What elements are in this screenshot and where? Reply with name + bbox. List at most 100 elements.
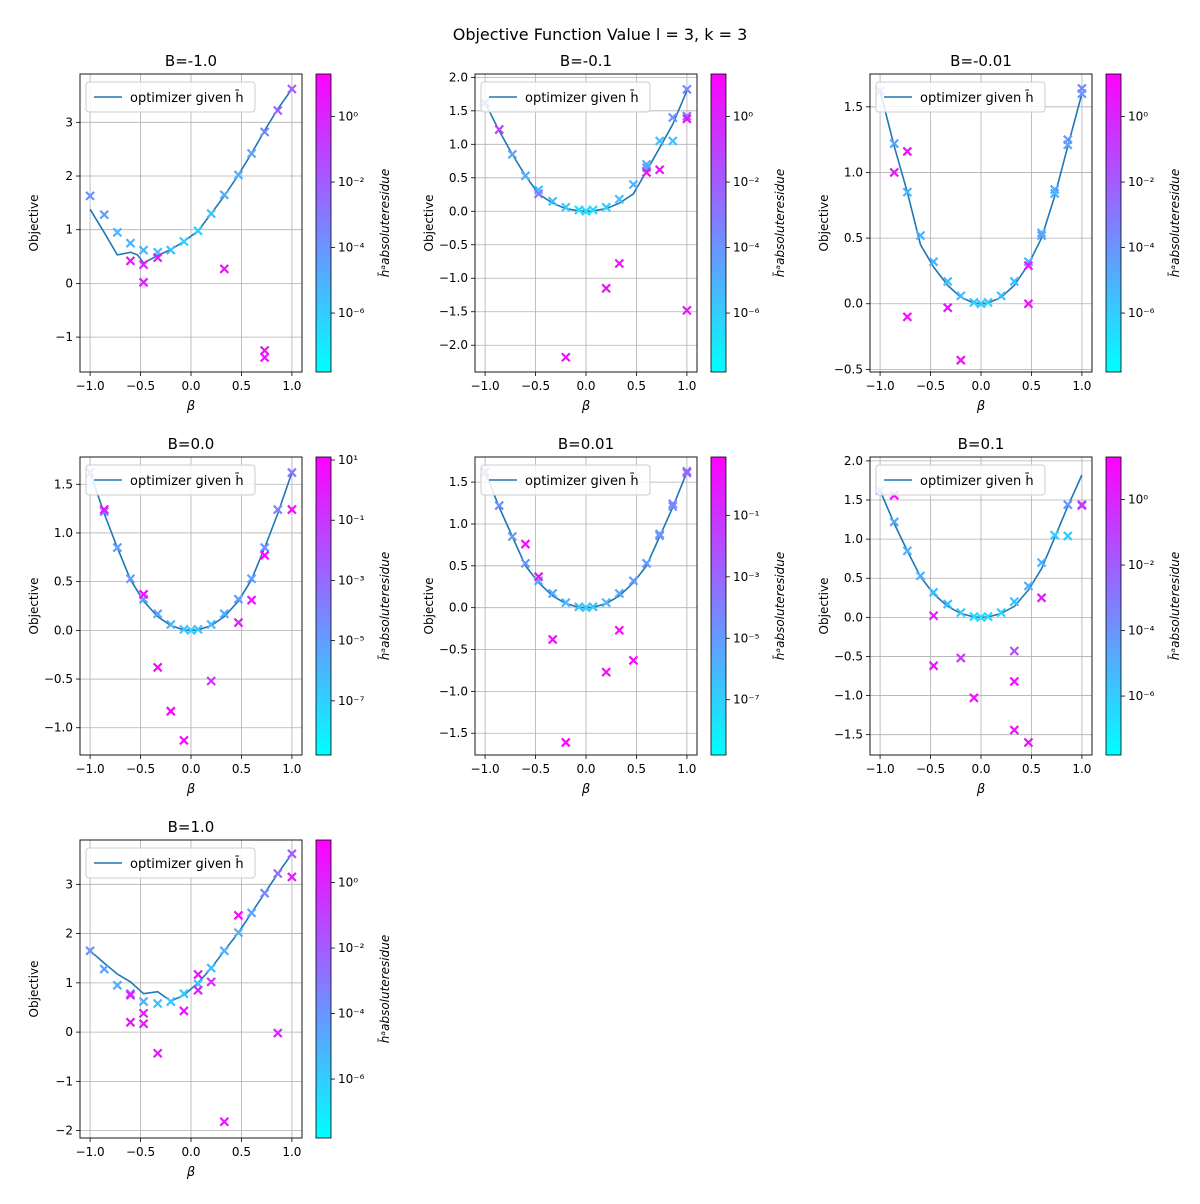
scatter-point: [219, 264, 230, 274]
scatter-point: [682, 468, 692, 478]
scatter-point: [206, 619, 216, 630]
colorbar-tick-label: 10⁻³: [733, 570, 760, 584]
colorbar-gradient: [315, 456, 332, 756]
colorbar-tick-label: 10⁻⁶: [1128, 306, 1155, 320]
scatter-point: [186, 625, 196, 636]
axes-frame: [474, 456, 698, 756]
colorbar-tick-label: 10⁻³: [338, 573, 365, 587]
y-tick-label: 1: [65, 223, 73, 237]
scatter-point: [996, 291, 1006, 301]
legend: optimizer given h̄: [85, 847, 256, 879]
y-tick-label: 0: [65, 1025, 73, 1039]
scatter-point: [588, 205, 598, 215]
colorbar-tick-label: 10⁻²: [1128, 558, 1155, 572]
scatter-point: [99, 506, 109, 517]
y-tick-label: 3: [65, 877, 73, 891]
scatter-point: [138, 996, 149, 1007]
y-tick-label: −0.5: [44, 672, 73, 686]
x-tick-label: 1.0: [1072, 379, 1091, 393]
scatter-point: [574, 205, 584, 215]
scatter-point: [561, 597, 571, 608]
y-tick-label: −1.0: [439, 684, 468, 698]
scatter-point: [976, 298, 986, 309]
scatter-point: [219, 946, 230, 956]
scatter-point: [1049, 530, 1060, 540]
x-tick-label: 0.5: [627, 762, 646, 776]
scatter-point: [1036, 593, 1047, 603]
colorbar-tick-label: 10⁻⁴: [1128, 241, 1155, 255]
x-tick-label: 0.5: [232, 379, 251, 393]
colorbar-gradient: [710, 456, 727, 756]
scatter-point: [915, 230, 926, 241]
scatter-point: [996, 607, 1006, 618]
y-tick-label: −2: [55, 1124, 73, 1138]
scatter-point: [99, 209, 109, 220]
scatter-point: [152, 609, 163, 619]
x-tick-label: 0.0: [576, 762, 595, 776]
y-tick-label: −1.5: [439, 305, 468, 319]
x-tick-label: 0.5: [232, 762, 251, 776]
scatter-point: [561, 737, 571, 748]
colorbar-tick-label: 10⁻⁴: [338, 241, 365, 255]
colorbar: 10⁻⁷ 10⁻⁵ 10⁻³ 10⁻¹ 10¹ h̄ᵃabsoluteresidue: [315, 453, 392, 756]
scatter-point: [125, 1017, 136, 1028]
scatter-point: [682, 305, 692, 316]
scatter-point: [125, 238, 136, 248]
colorbar-tick-label: 10⁻²: [733, 175, 760, 189]
subplot-2: B=-0.01−1.0 −0.5 0.0 0.5 1.0−0.50.00.51.01.5…: [817, 52, 1182, 414]
scatter-point: [219, 1116, 230, 1127]
y-tick-label: 1.0: [449, 517, 468, 531]
scatter-point: [902, 546, 913, 556]
x-tick-label: −1.0: [76, 1145, 105, 1159]
scatter-point: [682, 114, 692, 124]
x-tick-label: 1.0: [282, 379, 301, 393]
x-tick-label: −1.0: [76, 762, 105, 776]
scatter-point: [125, 573, 136, 584]
scatter-point: [112, 980, 123, 991]
x-tick-label: 0.0: [971, 379, 990, 393]
legend-box: [85, 847, 256, 879]
scatter-point: [928, 587, 939, 598]
scatter-point: [1009, 676, 1020, 687]
scatter-point: [956, 355, 966, 365]
scatter-point: [259, 127, 270, 137]
scatter-point: [601, 283, 611, 294]
y-tick-label: 0.5: [449, 559, 468, 573]
scatter-point: [682, 466, 692, 477]
colorbar-tick-label: 10⁻²: [338, 175, 365, 189]
scatter-point: [915, 571, 926, 581]
y-tick-label: 2.0: [844, 454, 863, 468]
colorbar-tick-label: 10⁻⁷: [338, 694, 365, 708]
scatter-point: [1077, 500, 1087, 511]
scatter-point: [1023, 737, 1034, 748]
scatter-point: [125, 256, 136, 266]
x-tick-label: 0.5: [1022, 762, 1041, 776]
colorbar-gradient: [315, 839, 332, 1139]
scatter-point: [273, 105, 283, 116]
scatter-point: [259, 888, 270, 898]
x-tick-label: 0.0: [971, 762, 990, 776]
y-axis-label: Objective: [27, 961, 41, 1018]
scatter-point: [193, 969, 203, 980]
scatter-points: [480, 84, 692, 363]
scatter-point: [246, 148, 257, 159]
x-tick-label: −0.5: [126, 762, 155, 776]
scatter-point: [956, 607, 966, 618]
colorbar: 10⁻⁶ 10⁻⁴ 10⁻² 10⁰ h̄ᵃabsoluteresidue: [710, 73, 787, 373]
grid: [80, 457, 302, 755]
legend: optimizer given h̄: [875, 81, 1046, 113]
legend-label: optimizer given h̄: [525, 474, 639, 489]
scatter-point: [273, 1028, 283, 1038]
scatter-point: [193, 226, 203, 236]
colorbar-tick-label: 10⁰: [338, 110, 358, 124]
figure-title: Objective Function Value l = 3, k = 3: [453, 25, 748, 44]
y-axis-label: Objective: [27, 578, 41, 635]
y-tick-label: 1.0: [844, 165, 863, 179]
scatter-point: [654, 164, 665, 175]
x-tick-label: −0.5: [521, 762, 550, 776]
legend-box: [480, 464, 651, 496]
scatter-point: [85, 191, 95, 201]
colorbar-tick-label: 10⁻⁶: [338, 1072, 365, 1086]
legend-label: optimizer given h̄: [920, 91, 1034, 106]
